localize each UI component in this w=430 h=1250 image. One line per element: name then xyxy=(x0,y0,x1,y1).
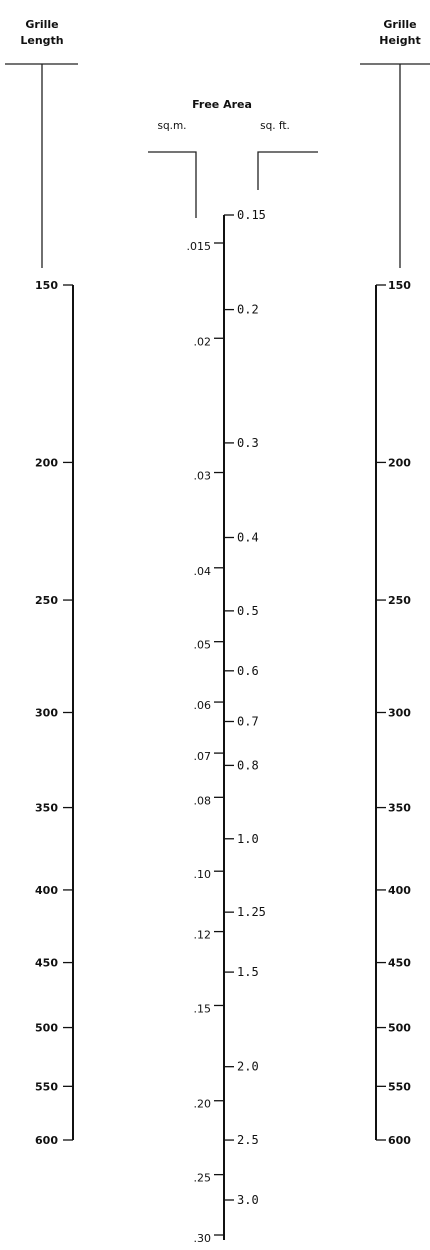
grille-height-scale: 150 200 250 300 350 400 450 500 550 600 xyxy=(376,279,411,1147)
sqm-tick-label: .30 xyxy=(194,1232,212,1245)
sqft-tick-label: 1.0 xyxy=(237,832,259,846)
grille-height-tick-label: 550 xyxy=(388,1080,411,1093)
sqm-tick-label: .06 xyxy=(194,699,212,712)
free-area-title: Free Area xyxy=(192,98,252,111)
grille-length-tick-label: 350 xyxy=(35,802,58,815)
sqft-leader-line xyxy=(257,151,318,190)
free-area-header: Free Area sq.m. sq. ft. xyxy=(148,98,318,218)
grille-length-scale: 150 200 250 300 350 400 450 500 550 600 xyxy=(35,279,73,1147)
grille-height-tick-label: 350 xyxy=(388,802,411,815)
sqft-tick-label: 3.0 xyxy=(237,1193,259,1207)
sqft-tick-label: 0.3 xyxy=(237,436,259,450)
sqm-tick-label: .05 xyxy=(194,639,212,652)
sqm-tick-label: .10 xyxy=(194,868,212,881)
grille-height-tick-label: 200 xyxy=(388,456,411,469)
grille-height-tick-label: 600 xyxy=(388,1134,411,1147)
sqft-tick-label: 0.2 xyxy=(237,303,259,317)
sqm-tick-label: .25 xyxy=(194,1172,212,1185)
sqm-tick-label: .04 xyxy=(194,565,212,578)
sqft-tick-label: 0.6 xyxy=(237,664,259,678)
grille-height-title-line2: Height xyxy=(379,34,420,47)
sqm-tick-label: .15 xyxy=(194,1002,212,1015)
sqm-tick-label: .20 xyxy=(194,1098,212,1111)
sqft-tick-label: 1.25 xyxy=(237,905,266,919)
grille-length-title-line1: Grille xyxy=(25,18,58,31)
sqft-scale: 0.15 0.2 0.3 0.4 0.5 0.6 0.7 0.8 1.0 1.25 1.5 2.0 2.… xyxy=(224,208,266,1207)
sqft-tick-label: 0.8 xyxy=(237,758,259,772)
sqm-leader-line xyxy=(148,151,197,218)
sqm-tick-label: .12 xyxy=(194,929,212,942)
sqm-tick-label: .08 xyxy=(194,794,212,807)
sqft-tick-label: 0.5 xyxy=(237,604,259,618)
grille-height-tick-label: 400 xyxy=(388,884,411,897)
sqm-tick-label: .03 xyxy=(194,470,212,483)
grille-length-tick-label: 400 xyxy=(35,884,58,897)
grille-height-tick-label: 500 xyxy=(388,1022,411,1035)
grille-length-tick-label: 250 xyxy=(35,594,58,607)
sqft-unit-label: sq. ft. xyxy=(260,120,290,132)
grille-length-tick-label: 500 xyxy=(35,1022,58,1035)
sqm-tick-label: .07 xyxy=(194,750,212,763)
grille-height-tick-label: 450 xyxy=(388,957,411,970)
grille-height-tick-label: 300 xyxy=(388,707,411,720)
grille-height-tick-label: 250 xyxy=(388,594,411,607)
sqft-tick-label: 2.0 xyxy=(237,1060,259,1074)
sqm-tick-label: .015 xyxy=(187,240,212,253)
sqft-tick-label: 2.5 xyxy=(237,1133,259,1147)
sqft-tick-label: 0.4 xyxy=(237,530,259,544)
grille-length-tick-label: 300 xyxy=(35,707,58,720)
sqft-tick-label: 0.15 xyxy=(237,208,266,222)
sqm-scale: .015 .02 .03 .04 .05 .06 .07 .08 .10 .12 .15 .20 .25… xyxy=(187,240,224,1245)
sqft-tick-label: 0.7 xyxy=(237,715,259,729)
grille-height-title-line1: Grille xyxy=(383,18,416,31)
sqft-tick-label: 1.5 xyxy=(237,965,259,979)
grille-length-tick-label: 150 xyxy=(35,279,58,292)
sqm-unit-label: sq.m. xyxy=(157,120,186,132)
grille-length-tick-label: 200 xyxy=(35,456,58,469)
grille-length-tick-label: 600 xyxy=(35,1134,58,1147)
grille-length-header: Grille Length xyxy=(5,18,78,268)
grille-height-header: Grille Height xyxy=(360,18,430,268)
grille-length-tick-label: 450 xyxy=(35,957,58,970)
grille-height-tick-label: 150 xyxy=(388,279,411,292)
grille-length-title-line2: Length xyxy=(20,34,63,47)
grille-length-tick-label: 550 xyxy=(35,1080,58,1093)
sqm-tick-label: .02 xyxy=(194,335,212,348)
